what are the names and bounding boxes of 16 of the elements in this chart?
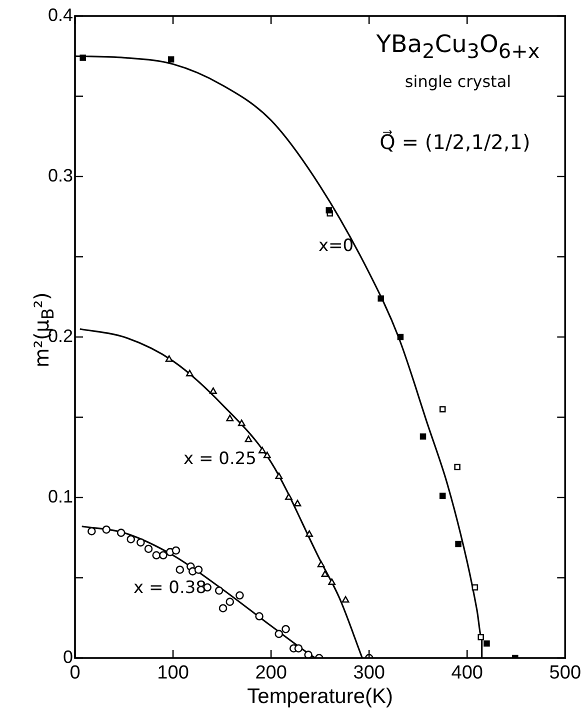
x-tick-label: 100 [157,662,189,684]
annotation: x=0 [318,236,354,256]
y-tick-label: 0.1 [48,486,73,506]
annotation: YBa$_{2}$Cu$_{3}$O$_{6+x}$ [376,30,540,63]
annotation: x = 0.25 [184,449,256,469]
x-axis-title: Temperature(K) [247,685,394,708]
x-tick-label: 200 [255,662,287,684]
x-tick-label: 500 [549,662,581,684]
y-tick-label: 0.4 [48,4,73,25]
annotation: single crystal [404,72,512,91]
y-tick-label: 0 [62,646,73,667]
x-tick-label: 400 [451,662,483,684]
x-tick-label: 300 [353,662,385,684]
annotation: Q⃗ = (1/2,1/2,1) [380,130,530,154]
annotation: x = 0.38 [134,578,206,598]
y-tick-label: 0.3 [48,165,73,186]
